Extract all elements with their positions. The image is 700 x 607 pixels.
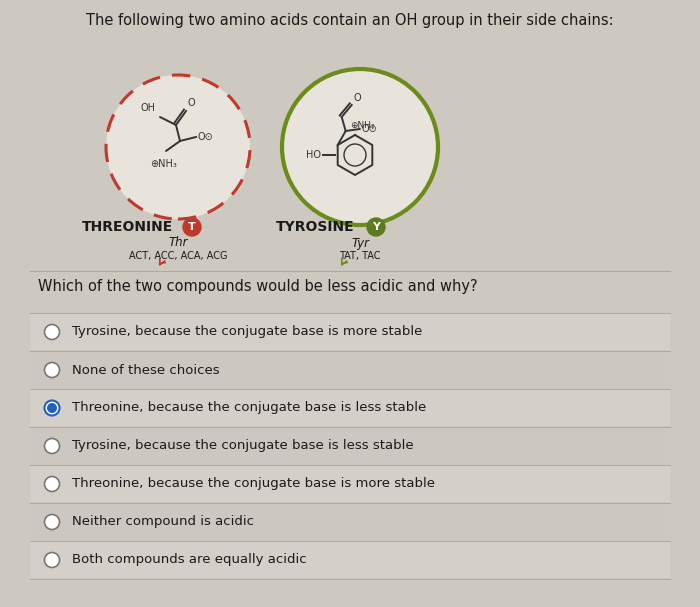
Text: The following two amino acids contain an OH group in their side chains:: The following two amino acids contain an… <box>86 13 614 28</box>
FancyBboxPatch shape <box>30 389 670 426</box>
Circle shape <box>45 515 60 529</box>
FancyBboxPatch shape <box>30 313 670 350</box>
Circle shape <box>47 403 57 413</box>
Text: ACT, ACC, ACA, ACG: ACT, ACC, ACA, ACG <box>129 251 228 261</box>
Text: ⊕NH₂: ⊕NH₂ <box>350 121 374 129</box>
Text: Tyrosine, because the conjugate base is less stable: Tyrosine, because the conjugate base is … <box>72 439 414 452</box>
Text: Neither compound is acidic: Neither compound is acidic <box>72 515 254 529</box>
Text: TAT, TAC: TAT, TAC <box>340 251 381 261</box>
Text: Threonine, because the conjugate base is less stable: Threonine, because the conjugate base is… <box>72 401 426 415</box>
Circle shape <box>106 75 250 219</box>
Circle shape <box>45 325 60 339</box>
Circle shape <box>45 362 60 378</box>
Circle shape <box>282 69 438 225</box>
Circle shape <box>183 218 201 236</box>
Circle shape <box>45 552 60 568</box>
Text: THREONINE: THREONINE <box>82 220 173 234</box>
Text: Which of the two compounds would be less acidic and why?: Which of the two compounds would be less… <box>38 279 477 294</box>
Text: T: T <box>188 222 196 232</box>
Text: Both compounds are equally acidic: Both compounds are equally acidic <box>72 554 307 566</box>
Text: O⊙: O⊙ <box>198 132 214 142</box>
Text: Threonine, because the conjugate base is more stable: Threonine, because the conjugate base is… <box>72 478 435 490</box>
FancyBboxPatch shape <box>30 465 670 502</box>
Text: O⊙: O⊙ <box>362 124 377 134</box>
Text: OH: OH <box>141 103 155 113</box>
Text: None of these choices: None of these choices <box>72 364 220 376</box>
FancyBboxPatch shape <box>30 427 670 464</box>
Text: Thr: Thr <box>168 237 188 249</box>
FancyBboxPatch shape <box>30 351 670 388</box>
FancyBboxPatch shape <box>30 503 670 540</box>
Text: O: O <box>354 93 361 103</box>
Circle shape <box>45 476 60 492</box>
Circle shape <box>45 401 60 416</box>
Text: TYROSINE: TYROSINE <box>276 220 355 234</box>
Text: Y: Y <box>372 222 380 232</box>
Circle shape <box>45 438 60 453</box>
Text: O: O <box>188 98 195 108</box>
Text: ⊕NH₃: ⊕NH₃ <box>150 159 177 169</box>
Text: Tyrosine, because the conjugate base is more stable: Tyrosine, because the conjugate base is … <box>72 325 422 339</box>
Text: HO: HO <box>306 150 321 160</box>
Circle shape <box>367 218 385 236</box>
FancyBboxPatch shape <box>30 541 670 578</box>
Text: Tyr: Tyr <box>351 237 369 249</box>
